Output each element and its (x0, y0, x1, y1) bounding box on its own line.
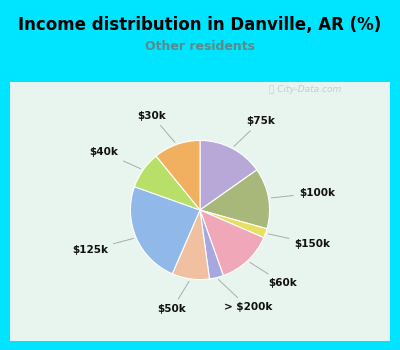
Text: ⓘ City-Data.com: ⓘ City-Data.com (269, 85, 341, 94)
Text: $100k: $100k (271, 188, 335, 198)
Wedge shape (200, 210, 264, 275)
Text: $125k: $125k (72, 238, 134, 255)
Wedge shape (156, 140, 200, 210)
Wedge shape (130, 187, 200, 274)
Wedge shape (200, 210, 223, 279)
Text: $40k: $40k (89, 147, 141, 169)
Text: $150k: $150k (268, 234, 330, 248)
Wedge shape (200, 140, 257, 210)
Text: $60k: $60k (250, 262, 297, 288)
Wedge shape (200, 210, 267, 238)
Wedge shape (200, 170, 270, 229)
Text: $30k: $30k (138, 111, 175, 142)
Text: > $200k: > $200k (218, 280, 272, 313)
Text: Other residents: Other residents (145, 40, 255, 53)
Text: $50k: $50k (158, 281, 189, 314)
Text: Income distribution in Danville, AR (%): Income distribution in Danville, AR (%) (18, 16, 382, 34)
Text: $75k: $75k (234, 116, 275, 146)
Wedge shape (172, 210, 210, 280)
Wedge shape (134, 156, 200, 210)
